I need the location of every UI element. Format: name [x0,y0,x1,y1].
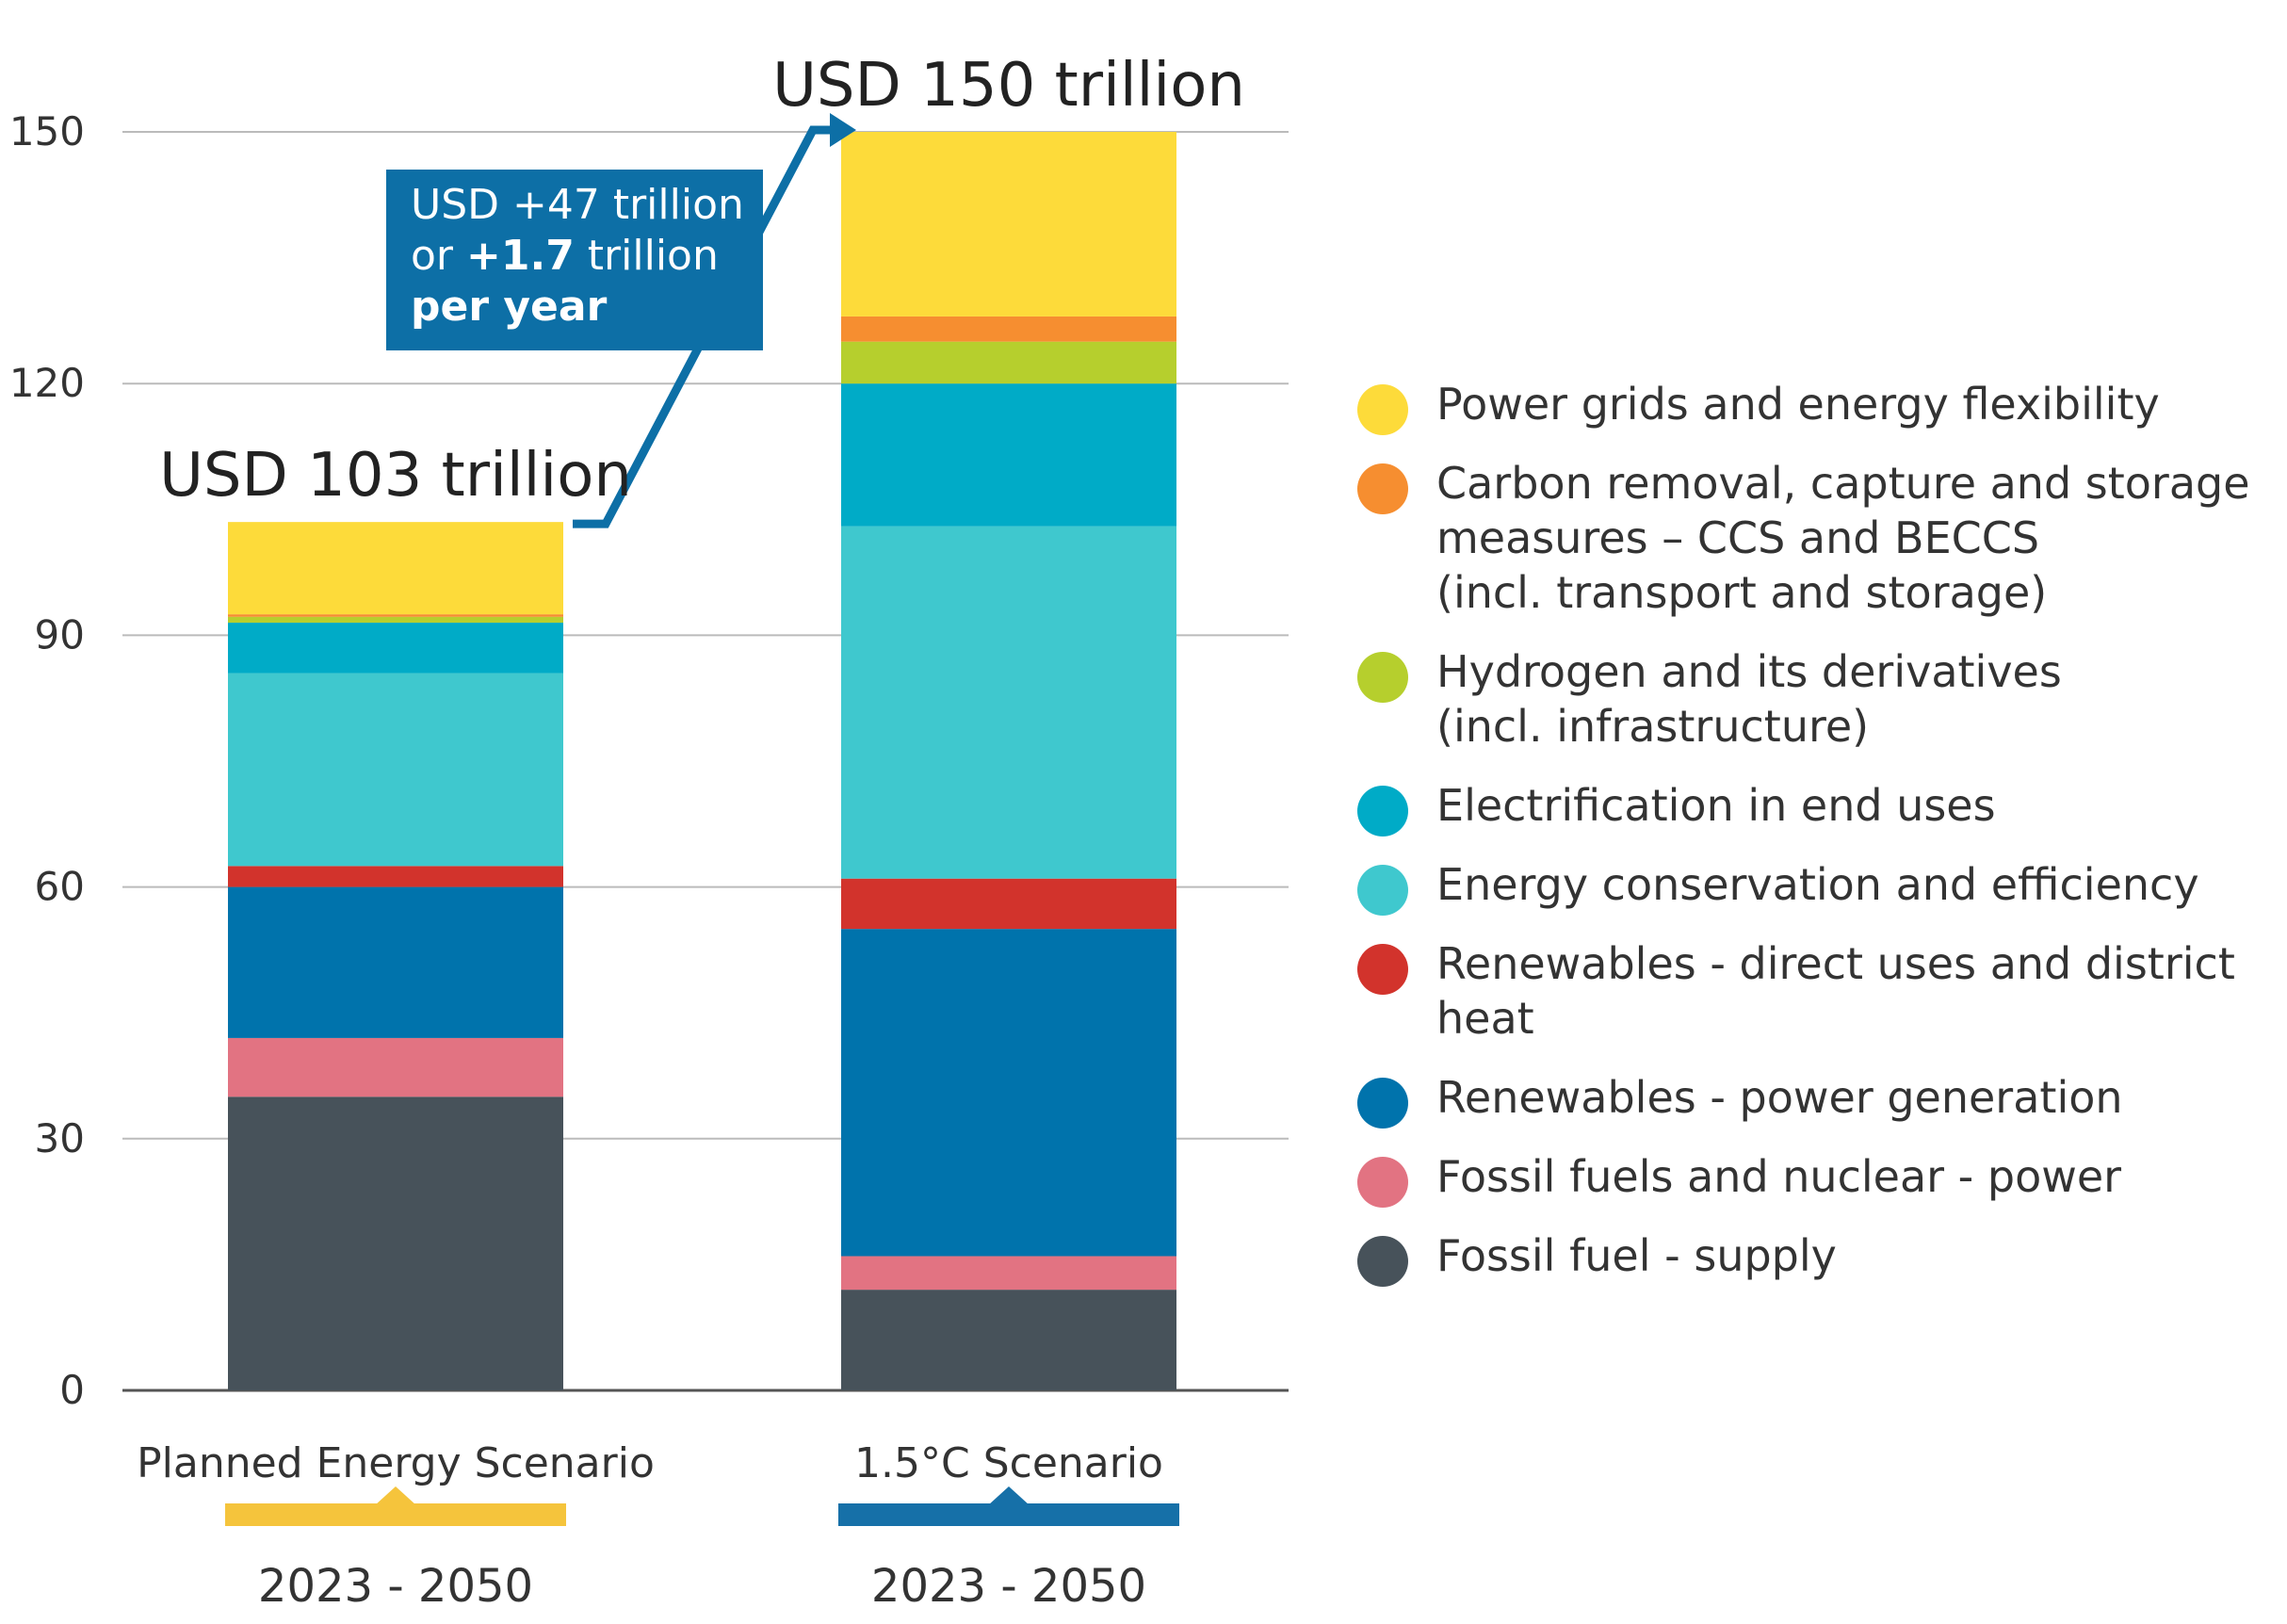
callout-line-1: USD +47 trillion [411,181,744,229]
bar-segment [228,886,563,1038]
bar-segment [228,616,563,624]
bar-segment [841,526,1176,879]
y-tick-label: 90 [35,611,85,658]
bar-segment [228,1096,563,1390]
bar-segment [841,1256,1176,1291]
legend-label: Hydrogen and its derivatives (incl. infr… [1436,646,2062,752]
callout-line-2b: +1.7 [466,232,575,280]
legend-item: Fossil fuel - supply [1352,1228,2284,1287]
y-tick-label: 120 [9,360,85,406]
callout-arrowhead [830,113,856,147]
legend-swatch [1357,1157,1408,1208]
legend-swatch [1357,384,1408,435]
legend-item: Renewables - power generation [1352,1070,2284,1129]
bar-segment [841,878,1176,930]
callout-line-2c: trillion [575,232,719,280]
period-marker-peak [375,1486,416,1505]
bar-total-label: USD 150 trillion [772,51,1245,121]
bar-segment [228,866,563,887]
legend-label: Fossil fuels and nuclear - power [1436,1151,2122,1202]
legend-item: Hydrogen and its derivatives (incl. infr… [1352,644,2284,754]
legend-label: Carbon removal, capture and storage meas… [1436,458,2250,618]
bars [228,132,1176,1390]
legend-label: Renewables - power generation [1436,1072,2123,1123]
labels: 0 30 60 90 120 150 USD 103 trillion Planned Ene… [9,51,1245,1613]
bar-segment [228,522,563,615]
legend-swatch [1357,1078,1408,1129]
bar-segment [841,929,1176,1257]
y-tick-label: 150 [9,108,85,154]
category-label: 1.5°C Scenario [854,1439,1163,1487]
bar-segment [841,132,1176,317]
legend-label: Energy conservation and efficiency [1436,859,2199,910]
legend-swatch [1357,944,1408,995]
period-marker-peak [988,1486,1030,1505]
period-label: 2023 - 2050 [871,1560,1146,1613]
y-tick-label: 30 [35,1115,85,1161]
legend-item: Energy conservation and efficiency [1352,857,2284,916]
bar-segment [228,623,563,674]
legend: Power grids and energy flexibility Carbon… [1352,377,2284,1307]
legend-swatch [1357,463,1408,514]
legend-swatch [1357,786,1408,836]
period-marker [225,1503,566,1526]
bar-segment [841,316,1176,342]
period-marker [838,1503,1179,1526]
bar-segment [228,614,563,617]
legend-item: Fossil fuels and nuclear - power [1352,1149,2284,1208]
category-label: Planned Energy Scenario [137,1439,655,1487]
legend-item: Electrification in end uses [1352,778,2284,836]
legend-item: Carbon removal, capture and storage meas… [1352,456,2284,620]
y-tick-label: 60 [35,864,85,910]
bar-segment [228,673,563,867]
legend-label: Fossil fuel - supply [1436,1230,1837,1281]
bar-segment [841,383,1176,527]
legend-item: Renewables - direct uses and district he… [1352,936,2284,1046]
callout-line-2: or +1.7 trillion [411,232,719,280]
callout-line-2a: or [411,232,466,280]
legend-label: Power grids and energy flexibility [1436,379,2160,430]
legend-item: Power grids and energy flexibility [1352,377,2284,435]
callout-line-3: per year [411,283,608,331]
bar-segment [228,1037,563,1097]
legend-label: Electrification in end uses [1436,780,1996,831]
legend-swatch [1357,652,1408,703]
bar-total-label: USD 103 trillion [159,441,632,511]
y-tick-label: 0 [59,1367,85,1413]
legend-swatch [1357,865,1408,916]
legend-label: Renewables - direct uses and district he… [1436,938,2235,1044]
period-label: 2023 - 2050 [258,1560,533,1613]
bar-segment [841,341,1176,384]
bar-segment [841,1290,1176,1390]
callout-box [386,170,763,350]
legend-swatch [1357,1236,1408,1287]
